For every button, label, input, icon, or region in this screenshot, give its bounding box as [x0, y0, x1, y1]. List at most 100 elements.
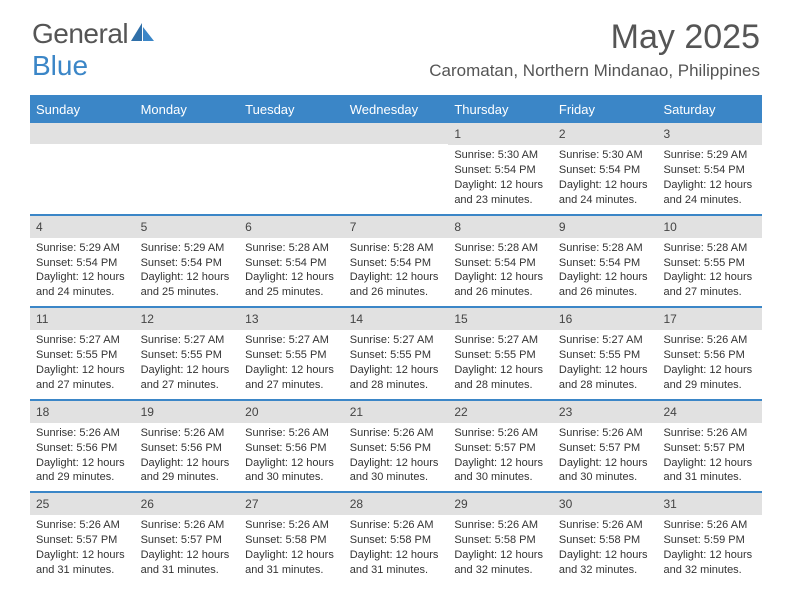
sunset-text: Sunset: 5:57 PM — [141, 533, 234, 548]
sunset-text: Sunset: 5:57 PM — [454, 441, 547, 456]
day-number: 16 — [553, 308, 658, 330]
sunset-text: Sunset: 5:58 PM — [245, 533, 338, 548]
logo: General — [32, 18, 158, 50]
day-number — [344, 123, 449, 144]
day-details: Sunrise: 5:28 AMSunset: 5:54 PMDaylight:… — [239, 241, 344, 300]
day-number — [30, 123, 135, 144]
daylight-text: Daylight: 12 hours and 31 minutes. — [245, 548, 338, 578]
day-details: Sunrise: 5:28 AMSunset: 5:54 PMDaylight:… — [448, 241, 553, 300]
day-number: 3 — [657, 123, 762, 145]
day-number: 4 — [30, 216, 135, 238]
day-cell: 10 Sunrise: 5:28 AMSunset: 5:55 PMDayligh… — [657, 216, 762, 307]
daylight-text: Daylight: 12 hours and 29 minutes. — [36, 456, 129, 486]
day-number: 9 — [553, 216, 658, 238]
daylight-text: Daylight: 12 hours and 25 minutes. — [141, 270, 234, 300]
day-number: 26 — [135, 493, 240, 515]
day-details: Sunrise: 5:26 AMSunset: 5:57 PMDaylight:… — [135, 518, 240, 577]
day-details: Sunrise: 5:26 AMSunset: 5:59 PMDaylight:… — [657, 518, 762, 577]
day-number: 25 — [30, 493, 135, 515]
sunset-text: Sunset: 5:54 PM — [454, 256, 547, 271]
day-details: Sunrise: 5:28 AMSunset: 5:55 PMDaylight:… — [657, 241, 762, 300]
week-row: 11Sunrise: 5:27 AMSunset: 5:55 PMDayligh… — [30, 308, 762, 401]
day-cell — [135, 123, 240, 214]
day-number: 19 — [135, 401, 240, 423]
sunset-text: Sunset: 5:57 PM — [663, 441, 756, 456]
sunset-text: Sunset: 5:56 PM — [663, 348, 756, 363]
day-number: 27 — [239, 493, 344, 515]
day-number: 10 — [657, 216, 762, 238]
day-details: Sunrise: 5:26 AMSunset: 5:56 PMDaylight:… — [657, 333, 762, 392]
sunrise-text: Sunrise: 5:27 AM — [245, 333, 338, 348]
weekday-sun: Sunday — [30, 96, 135, 123]
day-details: Sunrise: 5:26 AMSunset: 5:58 PMDaylight:… — [344, 518, 449, 577]
sunset-text: Sunset: 5:59 PM — [663, 533, 756, 548]
day-cell: 6 Sunrise: 5:28 AMSunset: 5:54 PMDaylight… — [239, 216, 344, 307]
day-details: Sunrise: 5:26 AMSunset: 5:57 PMDaylight:… — [30, 518, 135, 577]
day-number: 8 — [448, 216, 553, 238]
day-cell: 29Sunrise: 5:26 AMSunset: 5:58 PMDayligh… — [448, 493, 553, 584]
sunrise-text: Sunrise: 5:26 AM — [663, 518, 756, 533]
sunset-text: Sunset: 5:54 PM — [559, 256, 652, 271]
daylight-text: Daylight: 12 hours and 26 minutes. — [350, 270, 443, 300]
sunset-text: Sunset: 5:55 PM — [663, 256, 756, 271]
day-cell: 21Sunrise: 5:26 AMSunset: 5:56 PMDayligh… — [344, 401, 449, 492]
day-cell: 5Sunrise: 5:29 AMSunset: 5:54 PMDaylight… — [135, 216, 240, 307]
sunrise-text: Sunrise: 5:30 AM — [559, 148, 652, 163]
logo-text-blue: Blue — [32, 50, 88, 82]
day-cell: 23Sunrise: 5:26 AMSunset: 5:57 PMDayligh… — [553, 401, 658, 492]
sunset-text: Sunset: 5:54 PM — [663, 163, 756, 178]
sunrise-text: Sunrise: 5:26 AM — [454, 426, 547, 441]
day-details: Sunrise: 5:26 AMSunset: 5:57 PMDaylight:… — [553, 426, 658, 485]
day-details: Sunrise: 5:26 AMSunset: 5:58 PMDaylight:… — [448, 518, 553, 577]
weekday-header: Sunday Monday Tuesday Wednesday Thursday… — [30, 95, 762, 123]
day-number: 31 — [657, 493, 762, 515]
sunrise-text: Sunrise: 5:26 AM — [36, 518, 129, 533]
day-details: Sunrise: 5:29 AMSunset: 5:54 PMDaylight:… — [30, 241, 135, 300]
daylight-text: Daylight: 12 hours and 23 minutes. — [454, 178, 547, 208]
header: General May 2025 Caromatan, Northern Min… — [0, 0, 792, 87]
day-details: Sunrise: 5:27 AMSunset: 5:55 PMDaylight:… — [553, 333, 658, 392]
day-details: Sunrise: 5:30 AMSunset: 5:54 PMDaylight:… — [553, 148, 658, 207]
calendar: Sunday Monday Tuesday Wednesday Thursday… — [30, 95, 762, 584]
sunrise-text: Sunrise: 5:27 AM — [559, 333, 652, 348]
sunset-text: Sunset: 5:55 PM — [141, 348, 234, 363]
sunrise-text: Sunrise: 5:28 AM — [350, 241, 443, 256]
day-cell: 15Sunrise: 5:27 AMSunset: 5:55 PMDayligh… — [448, 308, 553, 399]
daylight-text: Daylight: 12 hours and 28 minutes. — [350, 363, 443, 393]
daylight-text: Daylight: 12 hours and 30 minutes. — [245, 456, 338, 486]
sunrise-text: Sunrise: 5:26 AM — [559, 426, 652, 441]
sunrise-text: Sunrise: 5:26 AM — [141, 518, 234, 533]
sunset-text: Sunset: 5:55 PM — [559, 348, 652, 363]
day-cell — [30, 123, 135, 214]
sunrise-text: Sunrise: 5:30 AM — [454, 148, 547, 163]
sunrise-text: Sunrise: 5:28 AM — [663, 241, 756, 256]
day-cell: 11Sunrise: 5:27 AMSunset: 5:55 PMDayligh… — [30, 308, 135, 399]
daylight-text: Daylight: 12 hours and 27 minutes. — [245, 363, 338, 393]
day-number: 6 — [239, 216, 344, 238]
day-details: Sunrise: 5:27 AMSunset: 5:55 PMDaylight:… — [344, 333, 449, 392]
day-details: Sunrise: 5:26 AMSunset: 5:57 PMDaylight:… — [448, 426, 553, 485]
logo-sail-icon — [130, 21, 156, 48]
day-cell: 9 Sunrise: 5:28 AMSunset: 5:54 PMDaylight… — [553, 216, 658, 307]
day-details: Sunrise: 5:28 AMSunset: 5:54 PMDaylight:… — [553, 241, 658, 300]
weekday-tue: Tuesday — [239, 96, 344, 123]
sunrise-text: Sunrise: 5:26 AM — [663, 333, 756, 348]
day-number — [239, 123, 344, 144]
daylight-text: Daylight: 12 hours and 27 minutes. — [663, 270, 756, 300]
daylight-text: Daylight: 12 hours and 27 minutes. — [141, 363, 234, 393]
day-cell: 12Sunrise: 5:27 AMSunset: 5:55 PMDayligh… — [135, 308, 240, 399]
daylight-text: Daylight: 12 hours and 32 minutes. — [454, 548, 547, 578]
day-cell: 2Sunrise: 5:30 AMSunset: 5:54 PMDaylight… — [553, 123, 658, 214]
day-details: Sunrise: 5:27 AMSunset: 5:55 PMDaylight:… — [135, 333, 240, 392]
sunset-text: Sunset: 5:56 PM — [141, 441, 234, 456]
sunset-text: Sunset: 5:54 PM — [559, 163, 652, 178]
month-title: May 2025 — [429, 18, 760, 57]
day-cell: 25 Sunrise: 5:26 AMSunset: 5:57 PMDayligh… — [30, 493, 135, 584]
day-cell: 19Sunrise: 5:26 AMSunset: 5:56 PMDayligh… — [135, 401, 240, 492]
day-number: 28 — [344, 493, 449, 515]
day-number: 17 — [657, 308, 762, 330]
sunrise-text: Sunrise: 5:26 AM — [350, 518, 443, 533]
sunset-text: Sunset: 5:54 PM — [141, 256, 234, 271]
day-details: Sunrise: 5:29 AMSunset: 5:54 PMDaylight:… — [657, 148, 762, 207]
logo-text-general: General — [32, 18, 128, 50]
